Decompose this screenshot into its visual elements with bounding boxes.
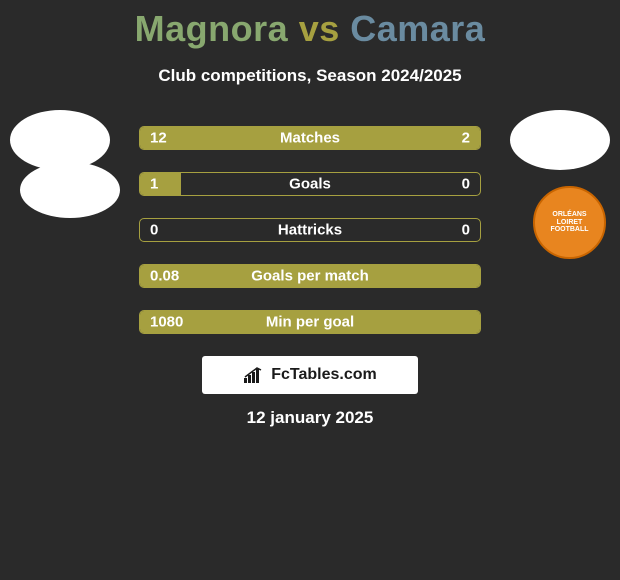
stat-fill-left bbox=[140, 173, 181, 195]
avatar-placeholder-right-1 bbox=[510, 110, 610, 170]
stat-value-right: 0 bbox=[462, 222, 470, 239]
stat-rows: 12 Matches 2 1 Goals 0 0 Hattricks 0 0.08 Goals pe… bbox=[139, 126, 481, 356]
stat-fill-left bbox=[140, 127, 405, 149]
club-logo-line1: ORLÉANS bbox=[552, 211, 586, 219]
stat-value-left: 1 bbox=[150, 176, 158, 193]
stat-row: 1 Goals 0 bbox=[139, 172, 481, 196]
stat-row: 0 Hattricks 0 bbox=[139, 218, 481, 242]
title-vs: vs bbox=[299, 8, 340, 49]
brand-text: FcTables.com bbox=[271, 366, 377, 384]
stat-row: 0.08 Goals per match bbox=[139, 264, 481, 288]
stat-value-left: 0.08 bbox=[150, 268, 179, 285]
title-player2: Camara bbox=[350, 8, 485, 49]
brand-box: FcTables.com bbox=[202, 356, 418, 394]
stat-value-right: 2 bbox=[462, 130, 470, 147]
title: Magnora vs Camara bbox=[0, 0, 620, 50]
date: 12 january 2025 bbox=[247, 408, 374, 428]
stat-row: 12 Matches 2 bbox=[139, 126, 481, 150]
club-logo-line2: LOIRET bbox=[557, 219, 583, 227]
stat-row: 1080 Min per goal bbox=[139, 310, 481, 334]
brand-chart-icon bbox=[243, 366, 265, 384]
avatar-placeholder-left-2 bbox=[20, 162, 120, 218]
stat-label: Goals per match bbox=[251, 268, 369, 285]
club-logo-line3: FOOTBALL bbox=[550, 226, 588, 234]
title-player1: Magnora bbox=[135, 8, 289, 49]
subtitle: Club competitions, Season 2024/2025 bbox=[0, 66, 620, 86]
stat-value-left: 1080 bbox=[150, 314, 183, 331]
stat-value-left: 0 bbox=[150, 222, 158, 239]
stat-label: Min per goal bbox=[266, 314, 354, 331]
club-logo: ORLÉANS LOIRET FOOTBALL bbox=[527, 180, 612, 265]
avatar-placeholder-left-1 bbox=[10, 110, 110, 170]
stat-label: Hattricks bbox=[278, 222, 342, 239]
stat-label: Goals bbox=[289, 176, 331, 193]
stat-value-left: 12 bbox=[150, 130, 167, 147]
stat-label: Matches bbox=[280, 130, 340, 147]
club-logo-inner: ORLÉANS LOIRET FOOTBALL bbox=[533, 186, 606, 259]
stat-value-right: 0 bbox=[462, 176, 470, 193]
